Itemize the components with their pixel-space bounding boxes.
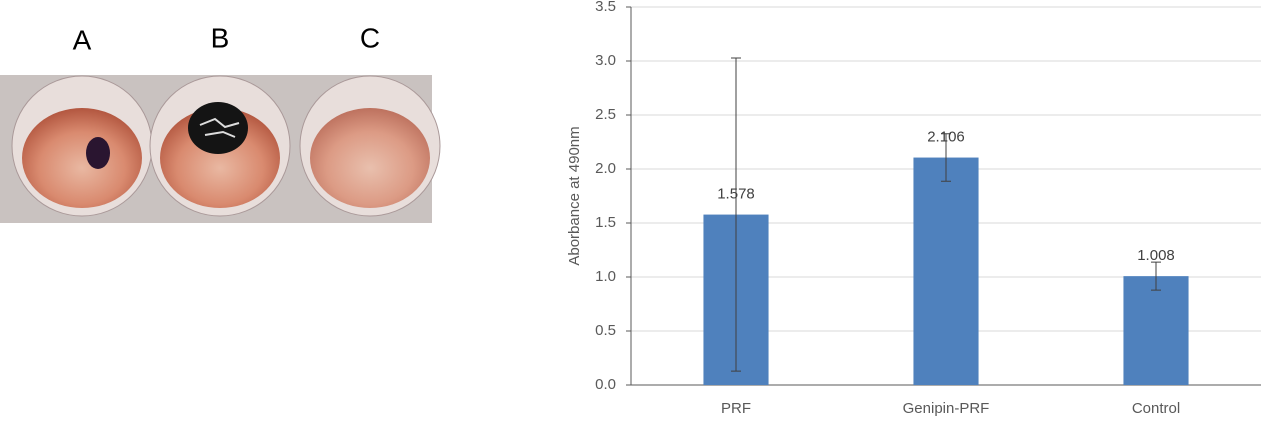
y-tick-label: 0.5 bbox=[595, 322, 616, 339]
data-label: 2.106 bbox=[927, 129, 965, 146]
clot-b bbox=[188, 102, 248, 154]
x-tick-label: PRF bbox=[721, 400, 751, 417]
error-bar bbox=[1151, 261, 1161, 291]
data-label: 1.578 bbox=[717, 186, 755, 203]
y-tick-label: 1.5 bbox=[595, 214, 616, 231]
y-axis-label: Aborbance at 490nm bbox=[566, 126, 583, 265]
bar bbox=[913, 157, 979, 385]
error-bar bbox=[941, 133, 951, 182]
clot-b-detail bbox=[199, 117, 240, 138]
x-tick-label: Genipin-PRF bbox=[903, 400, 990, 417]
photo-label: C bbox=[360, 22, 380, 53]
bar bbox=[1123, 276, 1189, 385]
error-bar bbox=[731, 57, 741, 372]
photo-label: A bbox=[73, 24, 92, 55]
y-tick-label: 0.0 bbox=[595, 376, 616, 393]
photo-label: B bbox=[211, 22, 230, 53]
y-tick-label: 2.0 bbox=[595, 160, 616, 177]
photo: A B C bbox=[0, 22, 441, 223]
medium-a bbox=[22, 108, 142, 208]
y-tick-label: 3.5 bbox=[595, 0, 616, 15]
y-tick-label: 3.0 bbox=[595, 52, 616, 69]
data-label: 1.008 bbox=[1137, 247, 1175, 264]
clot-a bbox=[86, 137, 110, 169]
y-tick-label: 2.5 bbox=[595, 106, 616, 123]
x-tick-label: Control bbox=[1132, 400, 1180, 417]
y-tick-label: 1.0 bbox=[595, 268, 616, 285]
medium-c bbox=[310, 108, 430, 208]
